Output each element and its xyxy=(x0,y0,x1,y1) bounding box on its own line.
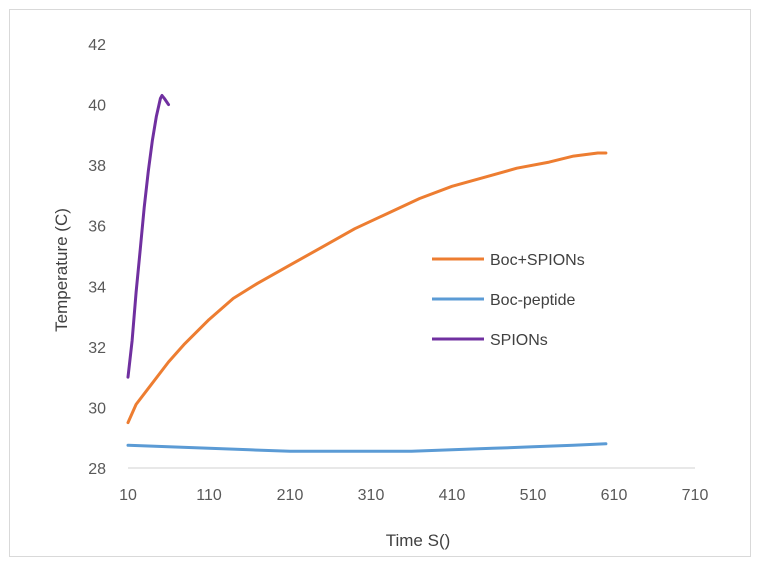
y-tick-label: 30 xyxy=(88,400,106,417)
series-line-0 xyxy=(126,151,608,425)
series-line-1 xyxy=(126,442,608,453)
legend-label-1: Boc-peptide xyxy=(490,292,575,309)
y-tick-label: 28 xyxy=(88,461,106,478)
chart-frame xyxy=(9,9,751,557)
y-tick-label: 40 xyxy=(88,98,106,115)
y-tick-label: 36 xyxy=(88,219,106,236)
x-axis-title: Time S() xyxy=(386,531,451,550)
y-tick-label: 38 xyxy=(88,158,106,175)
x-tick-label: 710 xyxy=(682,487,709,504)
y-tick-label: 32 xyxy=(88,340,106,357)
x-tick-label: 210 xyxy=(277,487,304,504)
x-tick-label: 10 xyxy=(119,487,137,504)
legend-label-2: SPIONs xyxy=(490,332,548,349)
x-tick-label: 610 xyxy=(601,487,628,504)
x-tick-label: 410 xyxy=(439,487,466,504)
series-line-2 xyxy=(126,94,170,379)
y-axis-title: Temperature (C) xyxy=(52,208,71,332)
y-tick-label: 42 xyxy=(88,37,106,54)
legend: Boc+SPIONs Boc-peptide SPIONs xyxy=(432,252,585,349)
x-tick-labels: 10 110 210 310 410 510 610 710 xyxy=(119,487,708,504)
series-lines xyxy=(126,94,608,453)
x-tick-label: 510 xyxy=(520,487,547,504)
y-tick-label: 34 xyxy=(88,279,106,296)
x-tick-label: 310 xyxy=(358,487,385,504)
x-tick-label: 110 xyxy=(196,487,222,504)
y-tick-labels: 28 30 32 34 36 38 40 42 xyxy=(88,37,106,478)
legend-label-0: Boc+SPIONs xyxy=(490,252,585,269)
